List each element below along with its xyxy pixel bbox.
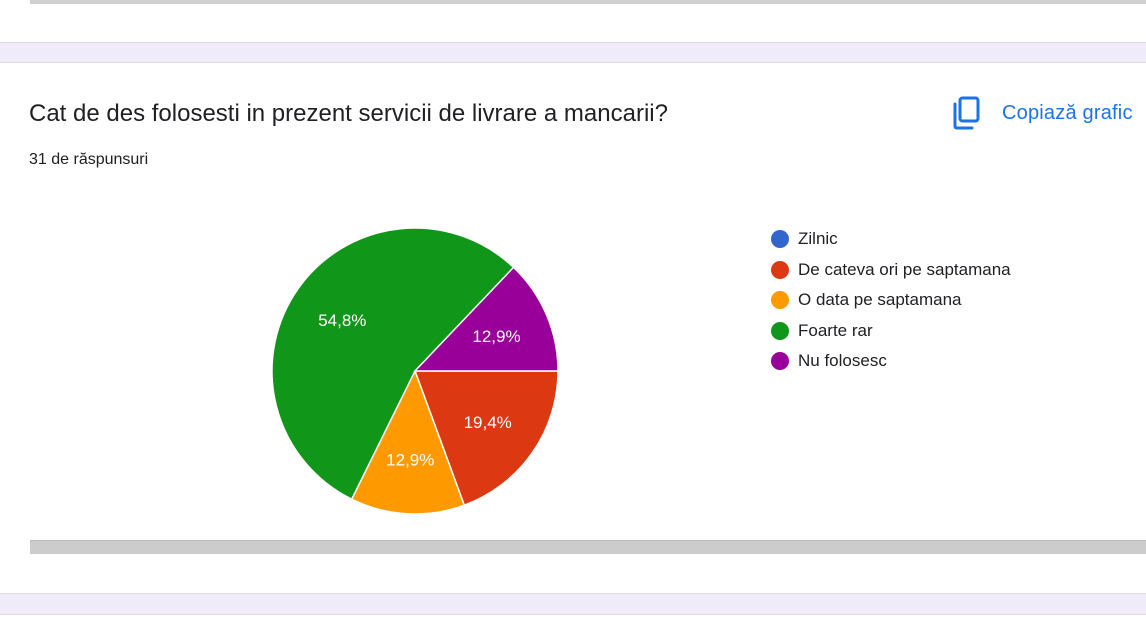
response-count: 31 de răspunsuri (29, 151, 149, 168)
chart-legend: Zilnic De cateva ori pe saptamana O data p… (771, 224, 1011, 377)
question-summary-card: Cat de des folosesti in prezent servicii… (0, 62, 1146, 594)
question-title: Cat de des folosesti in prezent servicii… (29, 100, 668, 127)
legend-item: Zilnic (771, 224, 1011, 255)
previous-card-scrollbar[interactable] (30, 0, 1146, 4)
legend-item: Nu folosesc (771, 346, 1011, 377)
legend-swatch (771, 321, 789, 340)
legend-item: Foarte rar (771, 316, 1011, 347)
pie-slice-o-data-pe-saptamana[interactable] (350, 369, 466, 515)
previous-card (0, 0, 1146, 42)
pie-slice-de-cateva-ori-pe-saptamana[interactable] (413, 370, 559, 507)
legend-swatch (771, 291, 789, 310)
divider (0, 42, 1146, 43)
legend-item: O data pe saptamana (771, 285, 1011, 316)
legend-label: O data pe saptamana (798, 290, 962, 310)
legend-swatch (771, 230, 789, 249)
next-card (0, 614, 1146, 634)
pie-chart: 19,4% 12,9% 54,8% 12,9% (271, 227, 559, 515)
legend-swatch (771, 260, 789, 279)
legend-label: Nu folosesc (798, 351, 887, 371)
pie-label: 19,4% (464, 413, 512, 432)
copy-chart-button[interactable]: Copiază grafic (950, 95, 1133, 131)
pie-slice-nu-folosesc[interactable] (413, 266, 559, 372)
pie-label: 12,9% (472, 327, 520, 346)
legend-label: Foarte rar (798, 320, 873, 340)
copy-chart-label: Copiază grafic (1002, 101, 1133, 124)
chart-scrollbar[interactable] (30, 540, 1146, 554)
legend-label: Zilnic (798, 229, 838, 249)
copy-icon (950, 96, 982, 130)
legend-item: De cateva ori pe saptamana (771, 255, 1011, 286)
pie-label: 12,9% (386, 451, 434, 470)
legend-swatch (771, 352, 789, 371)
pie-label: 54,8% (318, 311, 366, 330)
legend-label: De cateva ori pe saptamana (798, 259, 1011, 279)
pie-slice-foarte-rar[interactable] (271, 227, 515, 501)
